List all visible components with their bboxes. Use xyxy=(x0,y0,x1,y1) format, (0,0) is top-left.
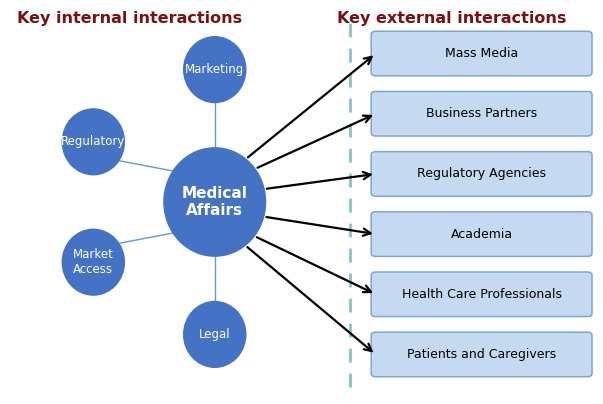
FancyBboxPatch shape xyxy=(371,31,592,76)
Text: Business Partners: Business Partners xyxy=(426,107,537,120)
Text: Medical
Affairs: Medical Affairs xyxy=(182,186,248,218)
Text: Health Care Professionals: Health Care Professionals xyxy=(402,288,561,301)
Ellipse shape xyxy=(184,37,246,103)
FancyBboxPatch shape xyxy=(371,272,592,317)
Text: Key internal interactions: Key internal interactions xyxy=(17,11,242,26)
Ellipse shape xyxy=(184,301,246,367)
FancyBboxPatch shape xyxy=(371,332,592,377)
Text: Regulatory Agencies: Regulatory Agencies xyxy=(417,167,546,181)
Ellipse shape xyxy=(62,229,124,295)
FancyBboxPatch shape xyxy=(371,152,592,196)
Ellipse shape xyxy=(62,109,124,175)
Text: Mass Media: Mass Media xyxy=(445,47,518,60)
Text: Marketing: Marketing xyxy=(185,63,244,76)
Text: Legal: Legal xyxy=(199,328,230,341)
Ellipse shape xyxy=(164,148,265,256)
FancyBboxPatch shape xyxy=(371,212,592,257)
Text: Patients and Caregivers: Patients and Caregivers xyxy=(407,348,556,361)
FancyBboxPatch shape xyxy=(371,91,592,136)
Text: Academia: Academia xyxy=(450,227,513,241)
Text: Market
Access: Market Access xyxy=(73,248,114,276)
Text: Regulatory: Regulatory xyxy=(61,135,125,148)
Text: Key external interactions: Key external interactions xyxy=(337,11,567,26)
